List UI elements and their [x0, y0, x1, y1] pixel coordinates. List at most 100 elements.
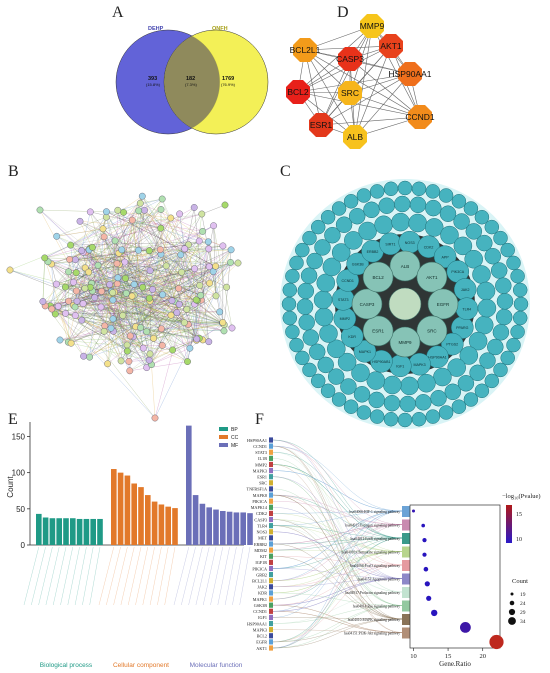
- ppi-c-node: [285, 268, 300, 284]
- bar-bp: [70, 518, 76, 545]
- bar-bp: [76, 518, 83, 545]
- ppi-b-edge: [84, 288, 202, 301]
- ppi-c-node: [361, 239, 384, 263]
- sankey-link: [272, 524, 403, 649]
- sankey-link: [272, 629, 403, 633]
- ppi-b-edge: [129, 361, 188, 371]
- bar-bars: [23, 425, 253, 606]
- hub-edge: [349, 92, 356, 138]
- ppi-c-node: [424, 218, 444, 237]
- ppi-b-node: [108, 287, 115, 295]
- ppi-b-edge: [73, 305, 223, 324]
- sankey-gene-bar: [269, 535, 273, 541]
- hub-edge: [304, 49, 411, 75]
- ppi-b-edge: [69, 259, 128, 346]
- ppi-b-edge: [179, 304, 187, 310]
- hub-node-esr1: [309, 113, 333, 137]
- sankey-gene-label: CASP3: [254, 517, 267, 522]
- ppi-b-edge: [92, 265, 167, 292]
- ppi-b-edge: [70, 244, 167, 267]
- ppi-b-edge: [47, 261, 189, 325]
- ppi-b-edge: [160, 254, 223, 323]
- ppi-b-node: [65, 297, 73, 305]
- ppi-b-edge: [81, 320, 200, 339]
- ppi-b-edge: [56, 264, 120, 285]
- bar-tick-line: [157, 546, 169, 606]
- ppi-b-edge: [65, 210, 145, 314]
- ppi-b-edge: [104, 322, 223, 327]
- ppi-b-edge: [65, 286, 187, 310]
- ppi-c-node: [300, 267, 318, 284]
- ppi-b-edge: [44, 250, 82, 259]
- ppi-b-edge: [82, 252, 99, 266]
- hub-edge: [320, 45, 392, 126]
- ppi-b-edge: [70, 244, 127, 294]
- ppi-c-node: [425, 199, 442, 217]
- ppi-b-edge: [125, 278, 144, 349]
- ppi-b-edge: [149, 301, 152, 365]
- ppi-b-edge: [146, 266, 210, 368]
- ppi-b-edge: [88, 249, 102, 292]
- ppi-b-edge: [149, 338, 200, 361]
- ppi-b-edge: [129, 210, 145, 371]
- sankey-link: [272, 604, 403, 633]
- ppi-b-edge: [65, 313, 197, 341]
- ppi-b-edge: [100, 262, 231, 308]
- ppi-b-edge: [104, 262, 239, 332]
- ppi-b-edge: [51, 295, 135, 310]
- bar-tick-line: [45, 546, 60, 606]
- ppi-b-edge: [117, 277, 147, 368]
- ppi-b-node: [41, 302, 49, 310]
- hub-edge: [297, 91, 351, 94]
- sankey-gene-label: SRC: [259, 481, 267, 486]
- ppi-c-node: [409, 196, 427, 214]
- ppi-b-nodes: [6, 192, 242, 422]
- sankey-link: [272, 524, 403, 551]
- ppi-b-edge: [81, 291, 102, 321]
- ppi-b-edge: [85, 209, 162, 253]
- ppi-b-edge: [79, 221, 123, 316]
- ppi-b-edge: [135, 326, 190, 349]
- ppi-b-node: [177, 251, 185, 259]
- ppi-b-edge: [162, 198, 209, 342]
- ppi-b-node: [158, 341, 166, 349]
- sankey-link: [272, 494, 403, 620]
- ppi-b-edge: [42, 301, 84, 357]
- venn-left-label: DEHP: [148, 26, 164, 32]
- ppi-c-node: [331, 243, 351, 262]
- ppi-b-edge: [112, 318, 223, 324]
- sankey-link: [272, 510, 403, 612]
- ppi-b-edge: [110, 220, 133, 329]
- ppi-b-edge: [152, 266, 210, 290]
- ppi-b-edge: [134, 295, 144, 349]
- ppi-c-node: [463, 392, 479, 407]
- ppi-b-edge: [65, 244, 189, 288]
- bar-tick-line: [142, 546, 155, 606]
- ppi-b-edge: [117, 270, 151, 278]
- sankey-link: [272, 494, 403, 620]
- bar-group-label: Molecular function: [190, 662, 243, 669]
- ppi-b-edge: [89, 300, 173, 358]
- ppi-c-inner-node: [389, 326, 421, 358]
- bar-legend-swatch: [219, 443, 228, 447]
- ppi-b-edge: [59, 300, 173, 341]
- ppi-b-edge: [85, 267, 115, 293]
- ppi-b-edge: [107, 240, 116, 364]
- ppi-b-edge: [58, 252, 84, 307]
- ppi-b-edge: [75, 241, 209, 260]
- ppi-b-node: [109, 296, 117, 304]
- bar-cc: [131, 483, 137, 545]
- sankey-link: [272, 578, 403, 606]
- ppi-b-edge: [68, 290, 77, 302]
- ppi-b-edge: [50, 294, 163, 307]
- ppi-b-node: [223, 283, 231, 291]
- ppi-c-node: [313, 290, 333, 310]
- ppi-b-edge: [208, 241, 217, 296]
- ppi-b-edge: [83, 292, 115, 357]
- sankey-link: [272, 494, 403, 539]
- ppi-b-edge: [56, 207, 195, 285]
- ppi-b-node: [184, 358, 191, 365]
- ppi-b-edge: [76, 290, 223, 324]
- ppi-b-node: [136, 199, 144, 207]
